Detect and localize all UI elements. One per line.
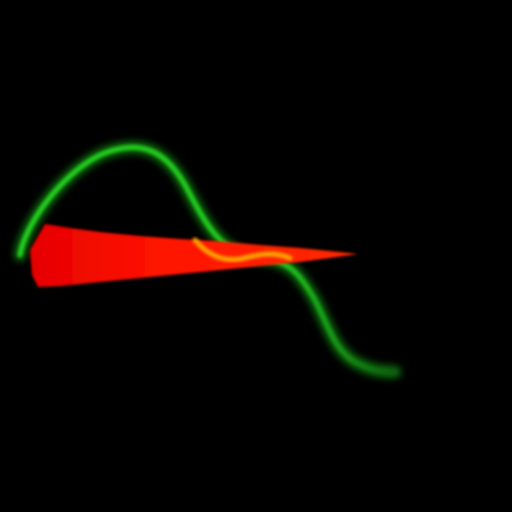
overlap-glow xyxy=(192,237,293,263)
red-wedge xyxy=(30,224,358,287)
